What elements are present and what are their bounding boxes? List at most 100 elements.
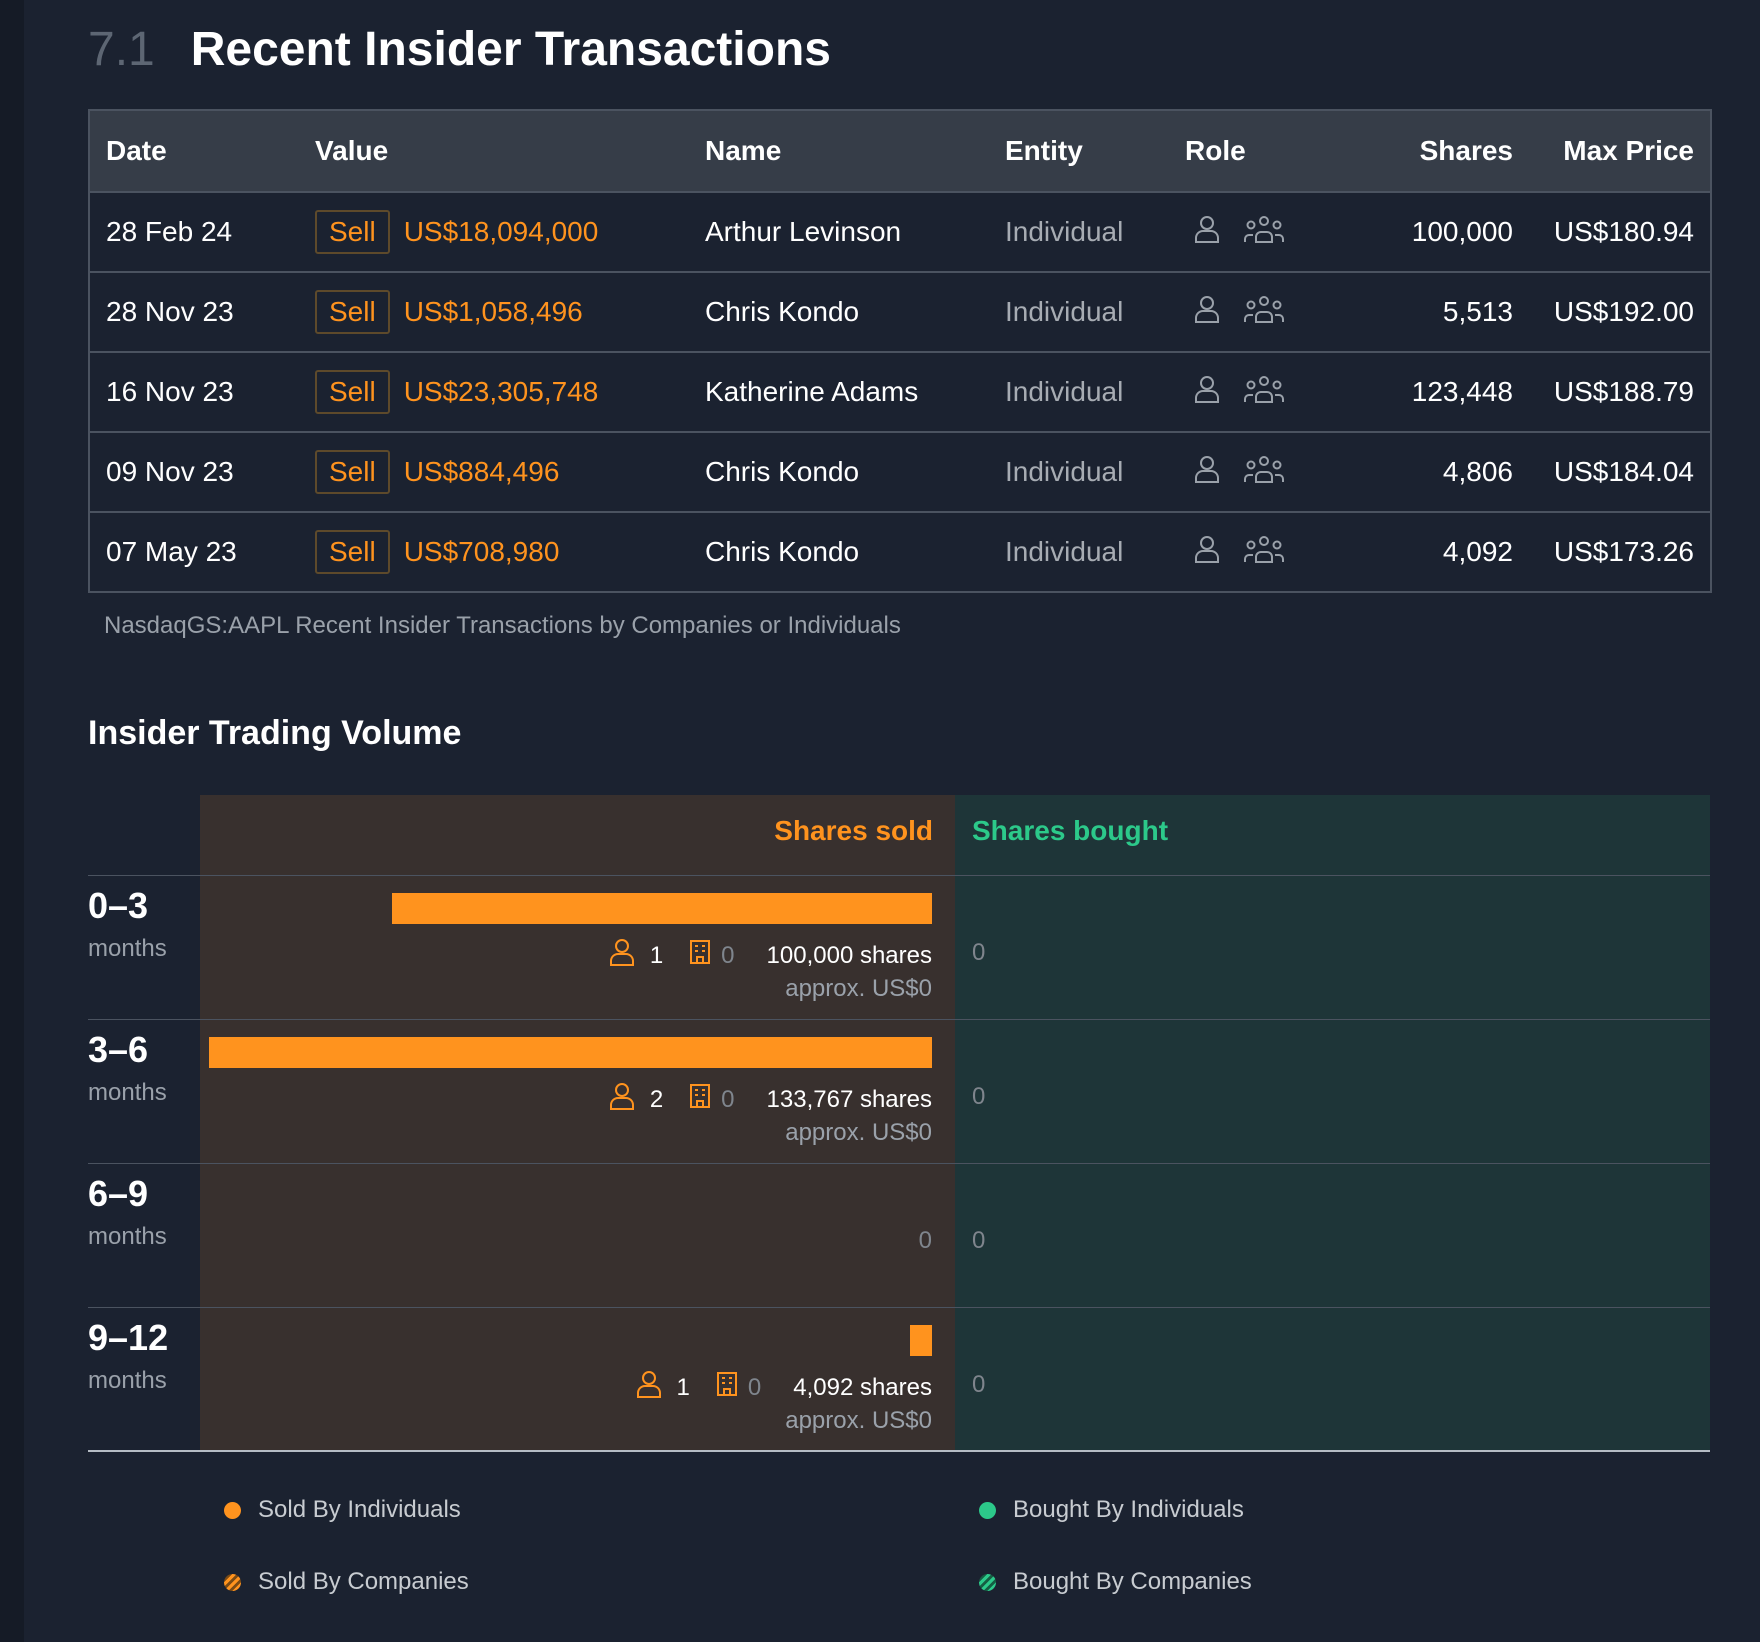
value-cell: Sell US$23,305,748	[299, 352, 689, 432]
sell-badge: Sell	[315, 530, 390, 574]
individual-role-icon[interactable]	[1193, 534, 1221, 571]
header-name[interactable]: Name	[705, 135, 782, 166]
legend-bought-individuals: Bought By Individuals	[979, 1496, 1244, 1524]
sold-volume-bar[interactable]	[910, 1325, 932, 1356]
date-cell: 28 Feb 24	[106, 216, 233, 247]
period-unit: months	[88, 1223, 167, 1250]
volume-row: 3–6 months 2 0 133,767 shares approx. US…	[88, 1021, 1710, 1165]
sell-badge: Sell	[315, 450, 390, 494]
bought-panel	[955, 795, 1710, 1450]
value-cell: Sell US$1,058,496	[299, 272, 689, 352]
sell-badge: Sell	[315, 370, 390, 414]
sold-detail: 2 0 133,767 shares	[608, 1081, 932, 1118]
section-heading: 7.1 Recent Insider Transactions	[88, 14, 831, 84]
board-role-icon[interactable]	[1243, 295, 1285, 330]
sell-badge: Sell	[315, 210, 390, 254]
shares-sold-header: Shares sold	[774, 815, 933, 846]
period-label: 3–6	[88, 1029, 149, 1070]
role-cell	[1169, 432, 1379, 512]
approx-value: approx. US$0	[785, 1119, 932, 1146]
building-icon	[716, 1371, 738, 1404]
companies-count: 0	[721, 1085, 735, 1113]
striped-orange-dot-icon	[224, 1573, 241, 1591]
entity-cell: Individual	[1005, 536, 1124, 567]
period-label: 9–12	[88, 1317, 169, 1358]
legend-label: Bought By Companies	[1013, 1568, 1252, 1595]
legend-label: Bought By Individuals	[1013, 1496, 1244, 1523]
individual-role-icon[interactable]	[1193, 294, 1221, 331]
shares-cell: 100,000	[1411, 216, 1513, 247]
header-shares[interactable]: Shares	[1419, 135, 1513, 166]
shares-sold-label: 133,767 shares	[766, 1085, 932, 1113]
insider-name[interactable]: Arthur Levinson	[705, 216, 902, 247]
date-cell: 09 Nov 23	[106, 456, 234, 487]
individual-role-icon[interactable]	[1193, 454, 1221, 491]
transaction-value: US$23,305,748	[403, 376, 599, 407]
transaction-value: US$18,094,000	[403, 216, 599, 247]
table-row[interactable]: 16 Nov 23 Sell US$23,305,748 Katherine Ad…	[89, 352, 1711, 432]
max-price-cell: US$180.94	[1553, 216, 1694, 247]
approx-value: approx. US$0	[785, 1407, 932, 1434]
shares-bought-header: Shares bought	[972, 815, 1169, 846]
shares-sold-label: 4,092 shares	[793, 1373, 932, 1401]
header-max-price[interactable]: Max Price	[1563, 135, 1694, 166]
shares-cell: 5,513	[1442, 296, 1513, 327]
section-number: 7.1	[88, 22, 155, 76]
insider-transactions-table: Date Value Name Entity Role Shares Max P…	[88, 109, 1712, 593]
header-value[interactable]: Value	[315, 135, 389, 166]
transaction-value: US$1,058,496	[403, 296, 583, 327]
table-row[interactable]: 09 Nov 23 Sell US$884,496 Chris Kondo Ind…	[89, 432, 1711, 512]
companies-count: 0	[721, 941, 735, 969]
table-row[interactable]: 07 May 23 Sell US$708,980 Chris Kondo Ind…	[89, 512, 1711, 592]
striped-green-dot-icon	[979, 1573, 996, 1591]
row-divider	[88, 1163, 1710, 1164]
orange-dot-icon	[224, 1501, 241, 1519]
volume-row: 0–3 months 1 0 100,000 shares approx. US…	[88, 877, 1710, 1021]
table-row[interactable]: 28 Nov 23 Sell US$1,058,496 Chris Kondo I…	[89, 272, 1711, 352]
transaction-value: US$884,496	[403, 456, 560, 487]
individuals-count: 2	[649, 1085, 664, 1113]
volume-row: 6–9 months 0 0	[88, 1165, 1710, 1309]
individual-role-icon[interactable]	[1193, 214, 1221, 251]
shares-cell: 123,448	[1411, 376, 1513, 407]
insider-name[interactable]: Chris Kondo	[705, 456, 860, 487]
board-role-icon[interactable]	[1243, 455, 1285, 490]
legend-sold-individuals: Sold By Individuals	[224, 1496, 461, 1524]
period-label: 6–9	[88, 1173, 149, 1214]
max-price-cell: US$173.26	[1553, 536, 1694, 567]
bought-zero: 0	[972, 1227, 986, 1254]
insider-name[interactable]: Chris Kondo	[705, 536, 860, 567]
sold-volume-bar[interactable]	[209, 1037, 932, 1068]
row-divider	[88, 1307, 1710, 1308]
volume-title: Insider Trading Volume	[88, 714, 462, 752]
individual-icon	[608, 937, 636, 974]
period-unit: months	[88, 935, 167, 962]
board-role-icon[interactable]	[1243, 535, 1285, 570]
role-cell	[1169, 192, 1379, 272]
header-date[interactable]: Date	[106, 135, 167, 166]
legend-label: Sold By Individuals	[258, 1496, 461, 1523]
period-unit: months	[88, 1079, 167, 1106]
bought-zero: 0	[972, 939, 986, 966]
legend-sold-companies: Sold By Companies	[224, 1568, 469, 1596]
insider-name[interactable]: Chris Kondo	[705, 296, 860, 327]
board-role-icon[interactable]	[1243, 375, 1285, 410]
entity-cell: Individual	[1005, 296, 1124, 327]
header-entity[interactable]: Entity	[1005, 135, 1083, 166]
individual-role-icon[interactable]	[1193, 374, 1221, 411]
date-cell: 07 May 23	[106, 536, 237, 567]
board-role-icon[interactable]	[1243, 215, 1285, 250]
individual-icon	[608, 1081, 636, 1118]
header-role[interactable]: Role	[1185, 135, 1246, 166]
building-icon	[689, 1083, 711, 1116]
table-row[interactable]: 28 Feb 24 Sell US$18,094,000 Arthur Levin…	[89, 192, 1711, 272]
value-cell: Sell US$18,094,000	[299, 192, 689, 272]
individuals-count: 1	[649, 941, 664, 969]
sold-volume-bar[interactable]	[392, 893, 932, 924]
individual-icon	[635, 1369, 663, 1406]
section-title: Recent Insider Transactions	[190, 22, 831, 76]
insider-name[interactable]: Katherine Adams	[705, 376, 919, 407]
companies-count: 0	[747, 1373, 762, 1401]
max-price-cell: US$192.00	[1553, 296, 1694, 327]
shares-sold-label: 100,000 shares	[766, 941, 932, 969]
